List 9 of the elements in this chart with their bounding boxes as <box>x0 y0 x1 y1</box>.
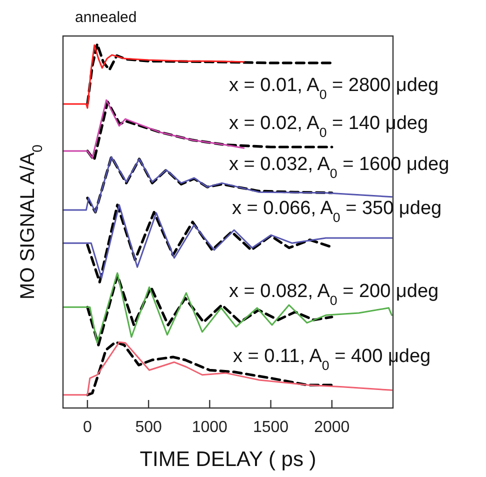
x-axis-title: TIME DELAY ( ps ) <box>140 448 316 471</box>
x-tick-label: 1500 <box>252 419 289 436</box>
x-tick-label: 0 <box>82 419 92 436</box>
series-label: x = 0.082, A$_{0}$ = 200 μdeg <box>229 281 439 308</box>
chart-title: annealed <box>75 9 137 26</box>
x-tick-label: 1000 <box>192 419 228 436</box>
x-tick-label: 2000 <box>314 419 350 436</box>
series-label: x = 0.01, A$_{0}$ = 2800 μdeg <box>229 75 439 102</box>
x-tick-label: 500 <box>135 419 162 436</box>
